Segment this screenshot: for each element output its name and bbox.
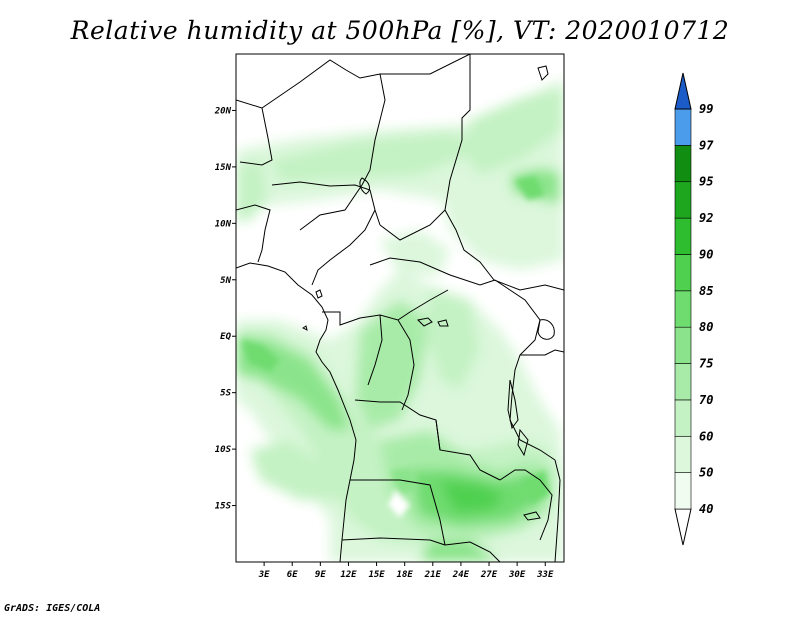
map-frame [235,53,565,563]
lat-tick-label: 5N [220,276,231,286]
lat-tick-label: 10N [215,219,232,229]
credit-label: GrADS: IGES/COLA [4,603,101,614]
colorbar-label: 99 [699,102,713,116]
lon-tick-label: 27E [480,570,498,580]
colorbar-segment [674,145,692,183]
coastline-borders [236,54,564,562]
colorbar-segment [674,435,692,473]
colorbar-label: 75 [699,357,713,371]
lon-tick-label: 30E [508,570,526,580]
colorbar-label: 92 [699,211,713,225]
lat-tick-label: 5S [220,389,231,399]
humidity-field [236,78,564,562]
colorbar-segment [674,181,692,219]
colorbar-segment [674,472,692,510]
lat-tick-label: 10S [215,445,232,455]
lon-tick-label: 18E [397,570,414,580]
colorbar-label: 70 [699,393,713,407]
colorbar-label: 40 [699,502,713,516]
colorbar-segment [674,254,692,292]
colorbar-segment [674,108,692,146]
lon-tick-label: 24E [452,570,470,580]
lon-tick-label: 6E [287,570,298,580]
colorbar-label: 95 [699,175,713,189]
lat-tick-label: 15N [215,163,232,173]
colorbar-segment [674,399,692,437]
colorbar-label: 80 [699,320,713,334]
colorbar-label: 90 [699,247,713,261]
latitude-axis: 20N 15N 10N 5N EQ 5S 10S 15S [214,106,236,512]
lon-tick-label: 12E [340,570,357,580]
colorbar-segment [674,217,692,255]
longitude-axis: 3E 6E 9E 12E 15E 18E 21E 24E 27E 30E 33E [258,562,554,580]
lon-tick-label: 9E [315,570,326,580]
colorbar-label: 97 [699,138,714,152]
lat-tick-label: 20N [214,106,232,116]
colorbar-above-arrow [674,72,692,110]
lon-tick-label: 3E [258,570,270,580]
colorbar-segment [674,363,692,401]
lon-tick-label: 21E [424,570,442,580]
colorbar: 40 50 60 70 75 80 85 90 92 95 97 99 [674,72,714,546]
lon-tick-label: 33E [536,570,554,580]
map-title: Relative humidity at 500hPa [%], VT: 202… [70,16,730,45]
colorbar-below-arrow [674,508,692,546]
colorbar-segment [674,326,692,364]
colorbar-label: 50 [699,466,713,480]
colorbar-segment [674,290,692,328]
lat-tick-label: 15S [215,502,232,512]
lon-tick-label: 15E [368,570,385,580]
colorbar-label: 85 [699,284,713,298]
lat-tick-label: EQ [220,332,231,342]
colorbar-label: 60 [699,429,713,443]
